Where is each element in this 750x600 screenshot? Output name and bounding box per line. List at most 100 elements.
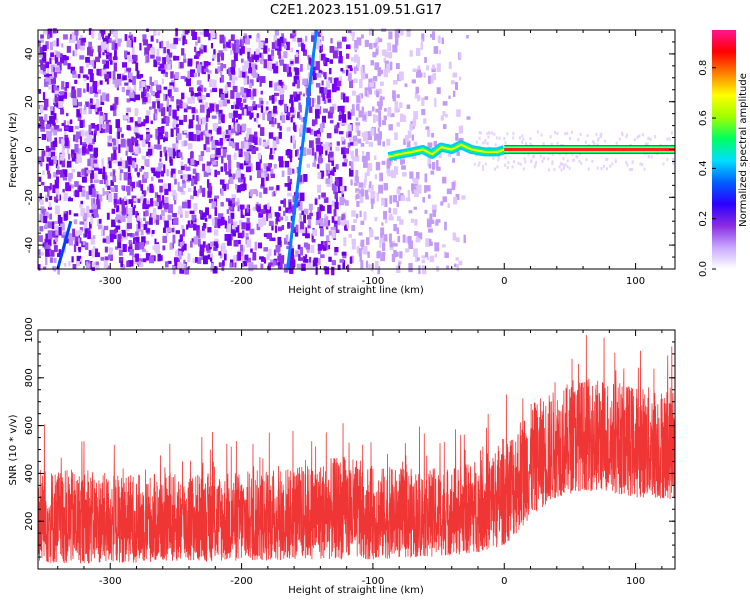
noise-pixel (102, 128, 106, 133)
noise-pixel (242, 71, 246, 78)
noise-pixel (254, 241, 257, 251)
noise-pixel (150, 86, 153, 93)
noise-pixel (400, 195, 406, 201)
noise-pixel (296, 49, 299, 55)
noise-pixel (375, 108, 379, 113)
noise-pixel (50, 127, 55, 133)
noise-pixel (118, 144, 121, 154)
noise-pixel (388, 31, 393, 40)
noise-pixel (215, 139, 219, 146)
noise-pixel (206, 164, 211, 173)
noise-pixel (226, 69, 229, 74)
noise-pixel (256, 170, 262, 179)
noise-pixel (225, 99, 230, 104)
noise-pixel (182, 174, 188, 180)
noise-pixel (181, 48, 185, 56)
noise-pixel (95, 91, 98, 96)
noise-pixel (72, 50, 75, 57)
noise-pixel (259, 78, 262, 87)
noise-pixel (181, 140, 186, 147)
noise-pixel (258, 42, 264, 48)
noise-pixel (135, 62, 139, 72)
noise-pixel (402, 157, 405, 164)
noise-pixel (504, 156, 507, 160)
noise-pixel (248, 262, 254, 272)
noise-pixel (235, 201, 239, 206)
noise-pixel (398, 262, 401, 267)
noise-pixel (406, 104, 411, 109)
noise-pixel (316, 129, 321, 137)
noise-pixel (79, 66, 84, 74)
noise-pixel (199, 47, 204, 54)
noise-pixel (118, 250, 123, 256)
noise-pixel (316, 144, 321, 152)
noise-pixel (53, 221, 58, 225)
noise-pixel (328, 256, 332, 262)
noise-pixel (134, 164, 138, 172)
noise-pixel (212, 54, 217, 59)
noise-pixel (283, 51, 288, 59)
noise-pixel (150, 176, 154, 181)
noise-pixel (434, 97, 437, 107)
noise-pixel (156, 167, 162, 172)
noise-pixel (246, 107, 251, 116)
noise-pixel (158, 179, 163, 183)
noise-pixel (277, 226, 282, 232)
noise-pixel (275, 40, 279, 49)
noise-pixel (83, 220, 88, 229)
noise-pixel (322, 93, 325, 102)
noise-pixel (315, 104, 321, 110)
noise-pixel (524, 160, 527, 164)
noise-pixel (98, 124, 101, 131)
noise-pixel (156, 144, 162, 150)
noise-pixel (354, 182, 358, 186)
noise-pixel (196, 227, 199, 236)
noise-pixel (52, 184, 56, 193)
noise-pixel (279, 255, 284, 264)
noise-pixel (579, 132, 582, 136)
noise-pixel (507, 161, 510, 165)
noise-pixel (54, 237, 59, 242)
noise-pixel (327, 111, 333, 119)
noise-pixel (373, 75, 378, 82)
noise-pixel (244, 35, 248, 42)
noise-pixel (123, 115, 129, 120)
noise-pixel (50, 52, 54, 57)
noise-pixel (133, 127, 139, 133)
noise-pixel (157, 127, 162, 132)
noise-pixel (150, 145, 155, 154)
noise-pixel (364, 189, 369, 197)
noise-pixel (211, 115, 217, 119)
noise-pixel (369, 229, 374, 238)
noise-pixel (202, 95, 207, 100)
noise-pixel (150, 232, 154, 237)
noise-pixel (155, 92, 160, 98)
noise-pixel (173, 37, 179, 45)
noise-pixel (91, 60, 95, 67)
noise-pixel (279, 36, 284, 44)
noise-pixel (374, 114, 379, 122)
noise-pixel (113, 170, 116, 178)
noise-pixel (415, 237, 421, 243)
noise-pixel (364, 87, 369, 91)
noise-pixel (148, 142, 151, 148)
noise-pixel (175, 128, 180, 136)
noise-pixel (128, 72, 133, 80)
noise-pixel (87, 134, 93, 144)
noise-pixel (321, 115, 326, 123)
noise-pixel (199, 185, 202, 193)
noise-pixel (238, 113, 242, 120)
noise-pixel (53, 85, 57, 91)
noise-pixel (356, 155, 360, 162)
noise-pixel (97, 45, 101, 53)
noise-pixel (287, 192, 292, 197)
noise-pixel (345, 69, 349, 76)
noise-pixel (271, 94, 275, 104)
noise-pixel (117, 161, 122, 166)
noise-pixel (299, 221, 304, 230)
noise-pixel (252, 264, 258, 269)
noise-pixel (60, 91, 65, 95)
noise-pixel (569, 136, 572, 140)
noise-pixel (400, 30, 404, 36)
noise-pixel (378, 117, 382, 126)
